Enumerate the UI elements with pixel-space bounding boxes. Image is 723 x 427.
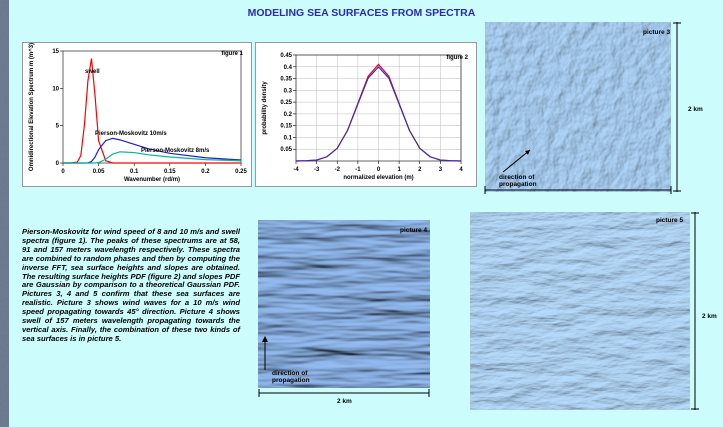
x-tick-label: 0.05 <box>93 169 105 175</box>
y-axis-label: probability density <box>262 81 268 135</box>
side-strip <box>0 0 9 427</box>
scale-label: 2 km <box>702 313 717 320</box>
x-tick-label: 0.2 <box>201 169 210 175</box>
x-axis-label: normalized elevation (m) <box>343 175 413 181</box>
scale-bar <box>672 22 682 192</box>
y-tick-label: 0 <box>56 161 60 167</box>
scale-label: 2 km <box>688 106 703 113</box>
x-tick-label: 0.1 <box>130 169 139 175</box>
picture-4: picture 4 direction of propagation <box>258 220 430 388</box>
y-axis-label: Omnidirectional Elevation Spectrum m (m^… <box>29 43 35 171</box>
y-tick-label: 0.35 <box>280 77 292 83</box>
y-tick-label: 10 <box>52 86 59 92</box>
x-tick-label: 4 <box>459 167 463 173</box>
y-tick-label: 0.15 <box>280 124 292 130</box>
figure-1: 0 5 10 15 0 0.05 0.1 0.15 0.2 0.25 Wavenumber (rd/… <box>22 42 252 187</box>
y-tick-label: 15 <box>52 49 59 55</box>
scale-bar <box>690 212 700 410</box>
x-tick-label: 0 <box>377 167 381 173</box>
figure-label: figure 2 <box>446 55 468 61</box>
picture-5: picture 5 <box>470 212 690 410</box>
y-tick-label: 5 <box>56 124 60 130</box>
picture-label: picture 3 <box>643 29 670 36</box>
x-tick-label: -4 <box>293 167 299 173</box>
title: MODELING SEA SURFACES FROM SPECTRA <box>0 7 723 19</box>
picture-3: picture 3 direction of propagation <box>485 22 671 192</box>
y-tick-label: 0.45 <box>280 53 292 59</box>
y-tick-label: 0.1 <box>284 135 293 141</box>
poster: MODELING SEA SURFACES FROM SPECTRA 05101… <box>0 0 723 427</box>
x-tick-label: -2 <box>335 167 341 173</box>
series-label: Pierson-Moskovitz 8m/s <box>141 148 210 154</box>
x-tick-label: 1 <box>397 167 401 173</box>
x-axis-label: Wavenumber (rd/m) <box>124 177 180 183</box>
x-tick-label: 0.15 <box>164 169 176 175</box>
figure-label: figure 1 <box>221 51 243 57</box>
x-tick-label: -3 <box>314 167 320 173</box>
figure-2: 0.05 0.1 0.15 0.2 0.25 0.3 0.35 0.4 0.45 -4 -3 -2 -1… <box>255 42 477 187</box>
body-text: Pierson-Moskovitz for wind speed of 8 an… <box>22 228 240 344</box>
scale-label: 2 km <box>337 398 352 405</box>
scale-bar <box>258 389 430 397</box>
x-tick-label: 0.25 <box>235 169 247 175</box>
x-tick-label: -1 <box>355 167 361 173</box>
series-label: Pierson-Moskovitz 10m/s <box>95 131 167 137</box>
series-label: swell <box>85 69 100 75</box>
direction-label: direction of propagation <box>272 370 332 384</box>
picture-label: picture 4 <box>400 227 427 234</box>
y-tick-label: 0.05 <box>280 147 292 153</box>
y-tick-label: 0.25 <box>280 100 292 106</box>
picture-label: picture 5 <box>656 217 683 224</box>
x-tick-label: 2 <box>418 167 422 173</box>
y-tick-label: 0.2 <box>284 112 293 118</box>
x-tick-label: 3 <box>439 167 443 173</box>
y-tick-label: 0.4 <box>284 65 293 71</box>
y-tick-label: 0.3 <box>284 88 293 94</box>
x-tick-label: 0 <box>61 169 65 175</box>
